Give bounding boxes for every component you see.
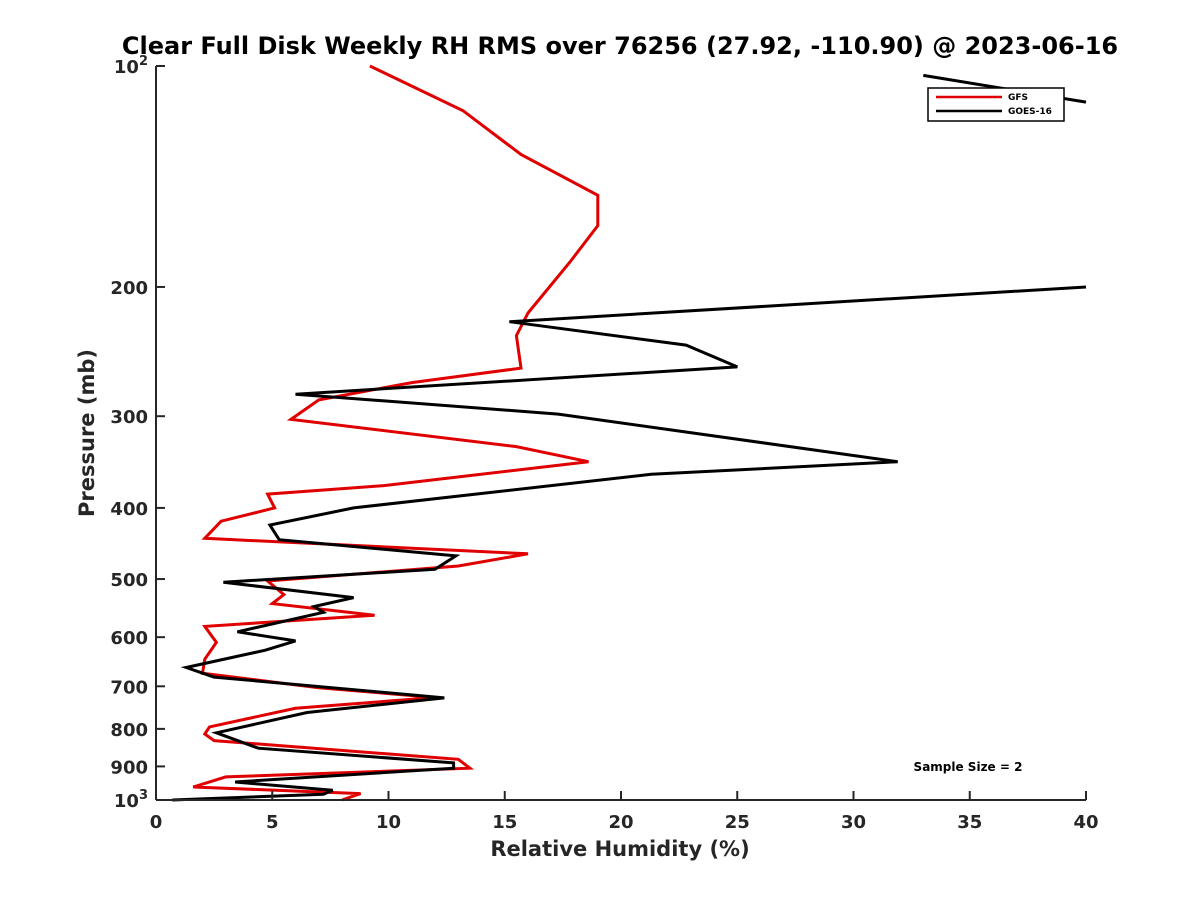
legend-label: GOES-16 bbox=[1008, 107, 1052, 117]
legend: GFS GOES-16 bbox=[927, 87, 1065, 122]
sample-size-annotation: Sample Size = 2 bbox=[914, 760, 1023, 774]
x-tick-label: 40 bbox=[1073, 812, 1098, 833]
legend-box bbox=[927, 87, 1065, 122]
x-tick-label: 25 bbox=[725, 812, 750, 833]
series-line-gfs bbox=[192, 64, 600, 802]
chart-title: Clear Full Disk Weekly RH RMS over 76256… bbox=[122, 32, 1118, 60]
y-tick-label: 600 bbox=[110, 628, 148, 649]
y-tick-label: 300 bbox=[110, 407, 148, 428]
y-tick-label: 500 bbox=[110, 570, 148, 591]
plot-area bbox=[172, 64, 1087, 802]
y-tick-label: 102 bbox=[114, 54, 148, 78]
x-tick-label: 10 bbox=[376, 812, 401, 833]
series-line-goes-16 bbox=[172, 285, 1087, 802]
y-tick-label: 900 bbox=[110, 757, 148, 778]
y-tick-label: 700 bbox=[110, 677, 148, 698]
y-tick-label: 200 bbox=[110, 278, 148, 299]
axes: 0 5 10 15 20 25 30 35 40 102 200 300 400 500 600 700 800… bbox=[110, 54, 1098, 833]
y-tick-label: 800 bbox=[110, 720, 148, 741]
y-tick-label: 400 bbox=[110, 499, 148, 520]
x-tick-label: 35 bbox=[957, 812, 982, 833]
x-tick-label: 0 bbox=[150, 812, 163, 833]
x-tick-label: 20 bbox=[608, 812, 633, 833]
x-axis-label: Relative Humidity (%) bbox=[490, 837, 749, 861]
x-tick-label: 15 bbox=[492, 812, 517, 833]
legend-label: GFS bbox=[1008, 93, 1028, 103]
y-axis-label: Pressure (mb) bbox=[75, 349, 99, 517]
x-tick-label: 30 bbox=[841, 812, 866, 833]
y-tick-label: 103 bbox=[114, 788, 148, 812]
x-tick-label: 5 bbox=[266, 812, 279, 833]
